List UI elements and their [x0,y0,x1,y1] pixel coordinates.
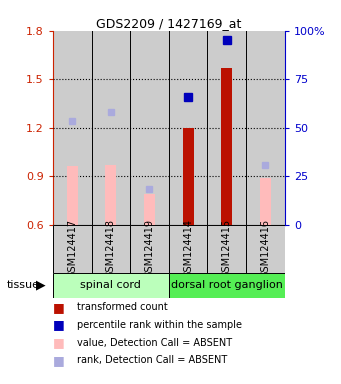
Text: ■: ■ [53,354,64,367]
Text: ■: ■ [53,301,64,314]
Bar [53,273,169,298]
Text: spinal cord: spinal cord [80,280,141,290]
Bar [169,225,207,273]
Bar [169,31,207,225]
Text: value, Detection Call = ABSENT: value, Detection Call = ABSENT [77,338,232,348]
Text: GSM124415: GSM124415 [222,219,232,278]
Bar [207,225,246,273]
Text: GSM124419: GSM124419 [145,219,154,278]
Bar [130,225,169,273]
Text: ■: ■ [53,318,64,331]
Text: percentile rank within the sample: percentile rank within the sample [77,320,242,330]
Bar [246,31,285,225]
Bar [91,225,130,273]
Text: dorsal root ganglion: dorsal root ganglion [171,280,283,290]
Text: tissue: tissue [7,280,40,290]
Text: GSM124416: GSM124416 [261,219,270,278]
Text: ■: ■ [53,336,64,349]
Text: GSM124414: GSM124414 [183,219,193,278]
Bar [260,178,271,225]
Bar [91,31,130,225]
Bar [53,225,91,273]
Bar [207,31,246,225]
Bar [246,225,285,273]
Bar [221,68,232,225]
Title: GDS2209 / 1427169_at: GDS2209 / 1427169_at [96,17,241,30]
Bar [105,165,116,225]
Bar [144,194,155,225]
Bar [53,31,91,225]
Text: ▶: ▶ [36,279,45,292]
Bar [169,273,285,298]
Bar [67,167,78,225]
Bar [130,31,169,225]
Text: transformed count: transformed count [77,302,167,312]
Text: rank, Detection Call = ABSENT: rank, Detection Call = ABSENT [77,355,227,365]
Text: GSM124417: GSM124417 [67,219,77,278]
Bar [183,128,194,225]
Text: GSM124418: GSM124418 [106,219,116,278]
